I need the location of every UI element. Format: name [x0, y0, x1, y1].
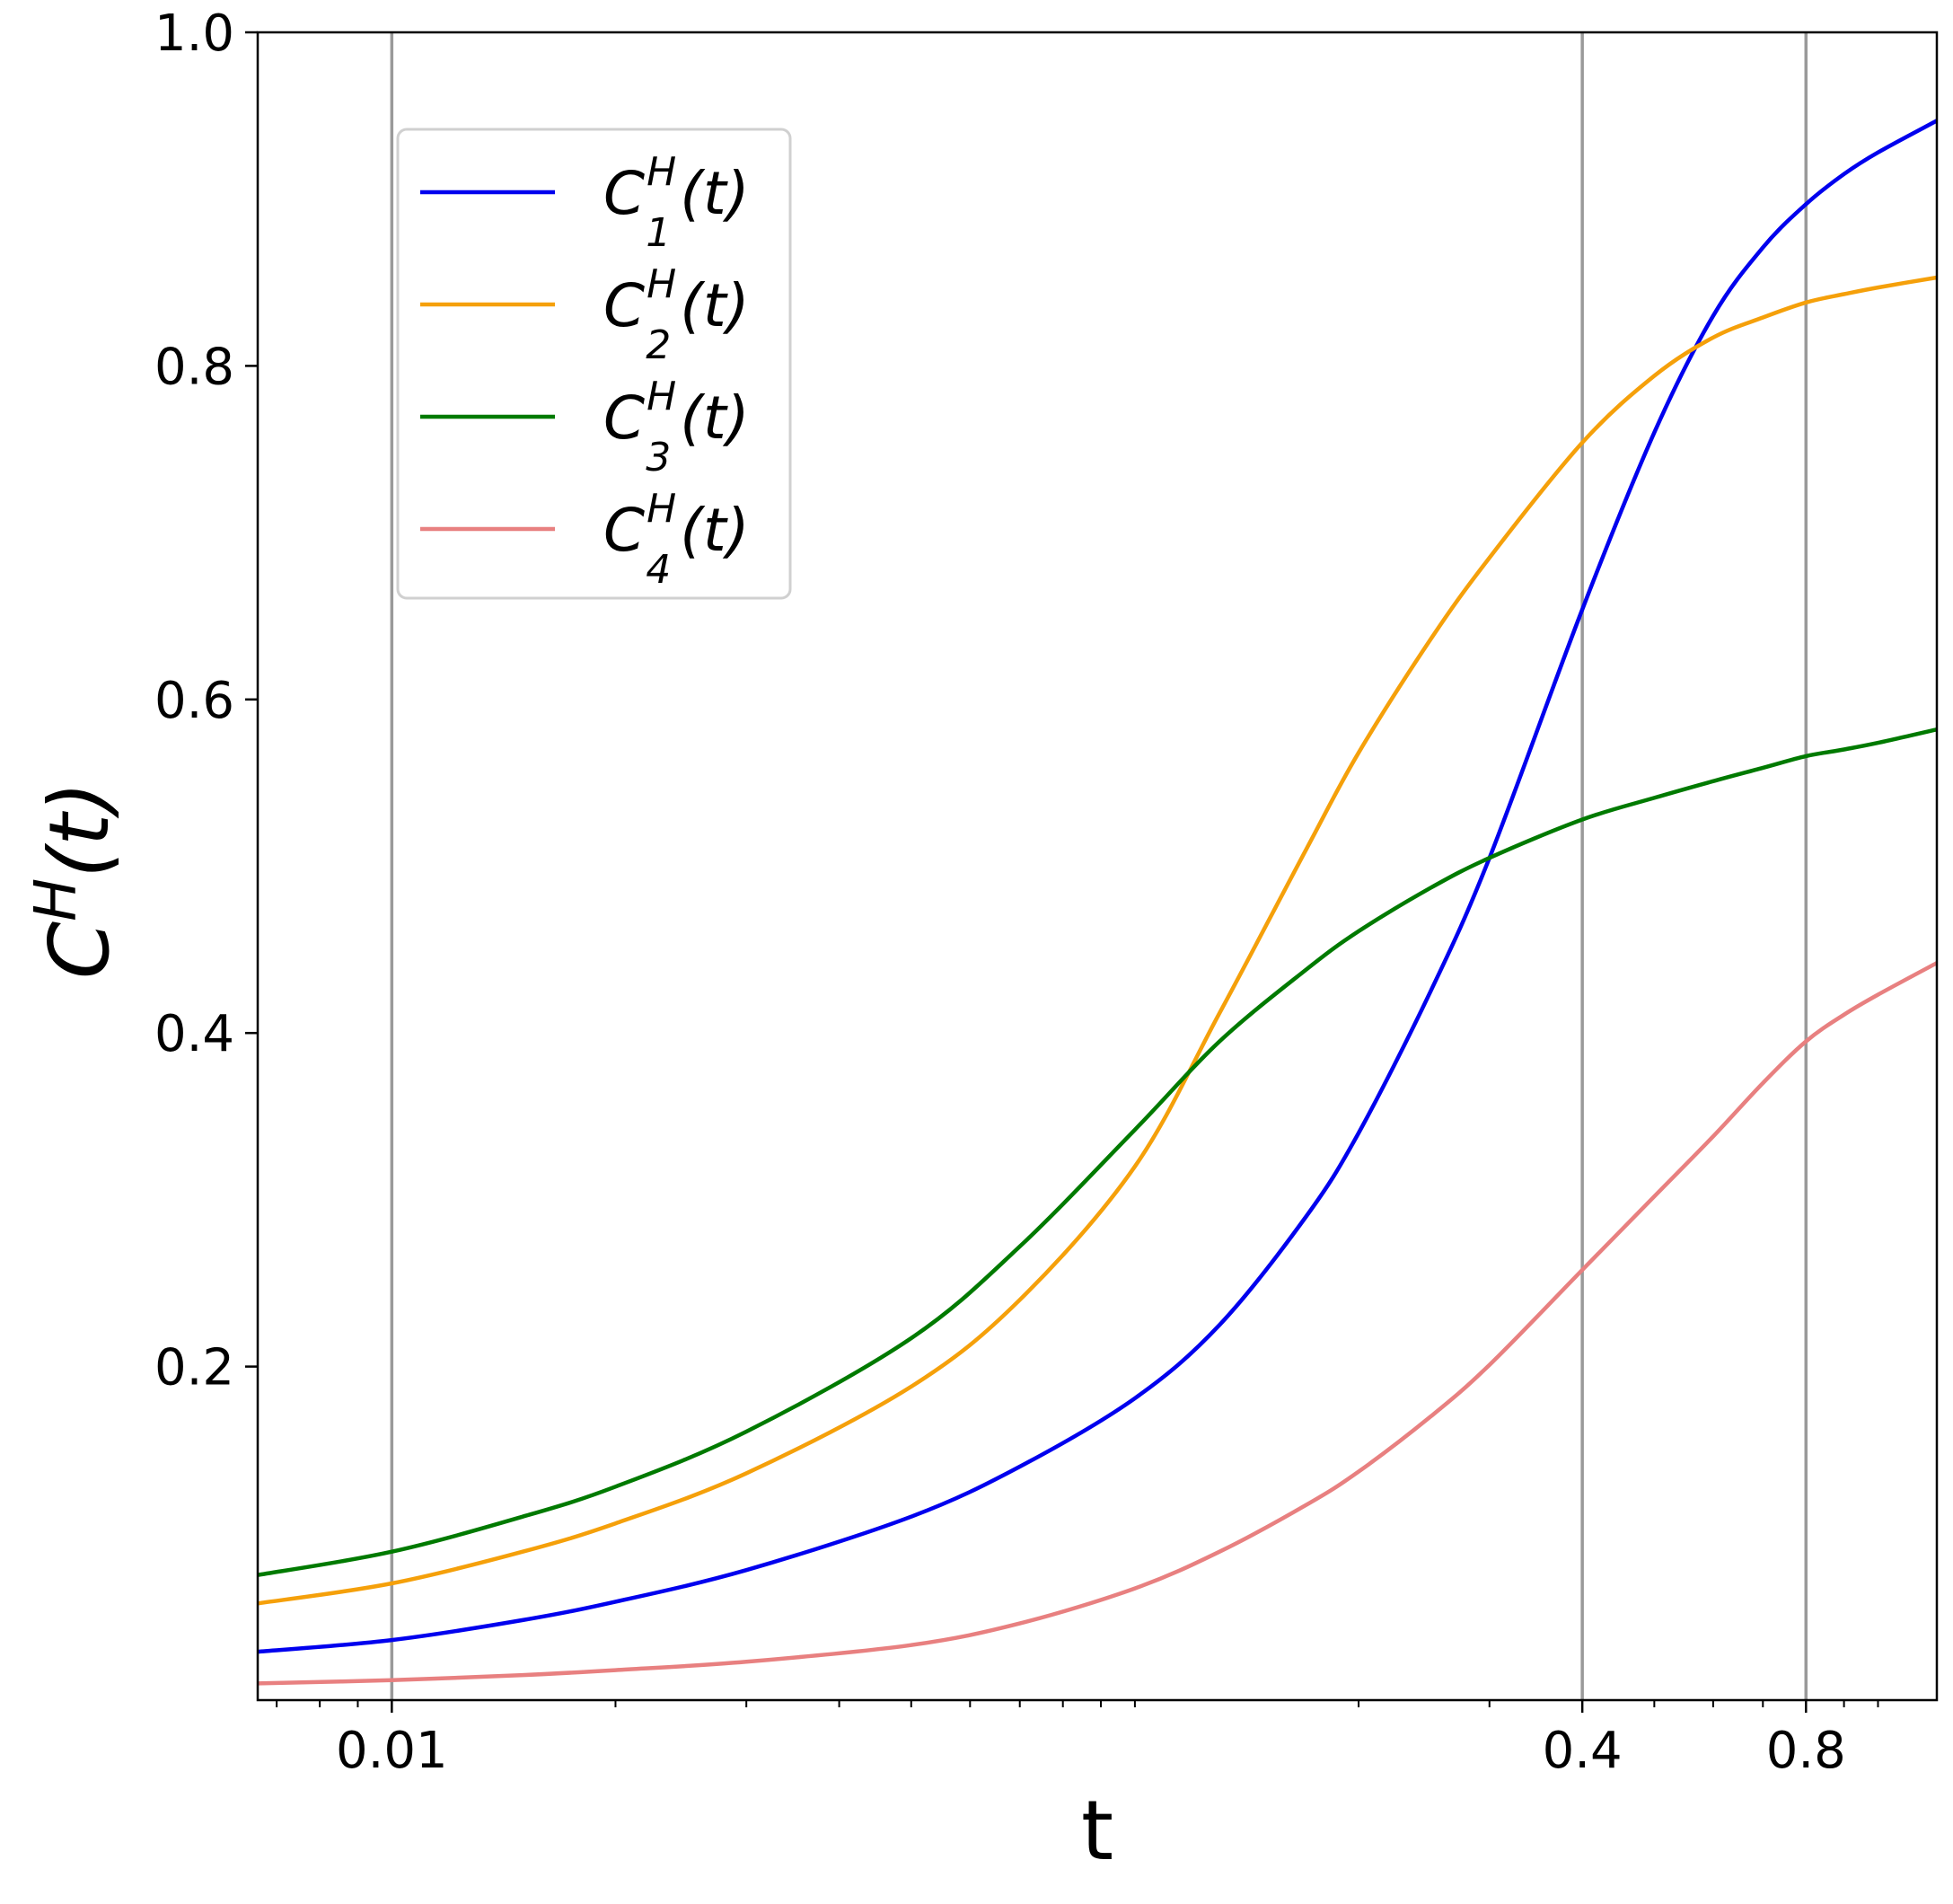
legend: CH 1(t)CH 2(t)CH 3(t)CH 4(t): [396, 128, 792, 600]
x-axis: 0.01 0.4 0.8: [276, 1700, 1879, 1780]
legend-label-3: CH 3(t): [603, 374, 750, 480]
y-tick-label: 1.0: [154, 4, 234, 63]
series-line-4: [257, 961, 1939, 1686]
plot-frame: [256, 31, 1939, 1702]
y-tick-label: 0.4: [154, 1005, 234, 1063]
x-tick-label: 0.4: [1543, 1722, 1623, 1780]
reference-lines: [390, 32, 1808, 1700]
y-tick-label: 0.8: [154, 338, 234, 396]
series-lines: [257, 119, 1939, 1686]
x-tick-label: 0.8: [1766, 1722, 1846, 1780]
series-line-1: [257, 119, 1939, 1654]
x-tick-label: 0.01: [336, 1722, 448, 1780]
y-axis-title: CH(t): [23, 781, 128, 979]
y-axis-title-superscript: H: [23, 878, 90, 921]
series-line-3: [257, 727, 1938, 1577]
legend-frame: [396, 128, 792, 600]
svg-text:CH(t): CH(t): [23, 781, 128, 979]
y-axis: 0.2 0.4 0.6 0.8 1.0: [154, 4, 258, 1397]
y-tick-label: 0.6: [154, 672, 234, 730]
y-axis-title-main: C: [31, 921, 128, 979]
series-line-2: [257, 275, 1938, 1606]
legend-label-4: CH 4(t): [603, 486, 750, 593]
x-axis-title: t: [1081, 1783, 1113, 1879]
legend-label-2: CH 2(t): [603, 261, 750, 368]
y-tick-label: 0.2: [154, 1339, 234, 1397]
legend-label-1: CH 1(t): [603, 149, 750, 256]
y-axis-title-suffix: (t): [31, 781, 128, 878]
